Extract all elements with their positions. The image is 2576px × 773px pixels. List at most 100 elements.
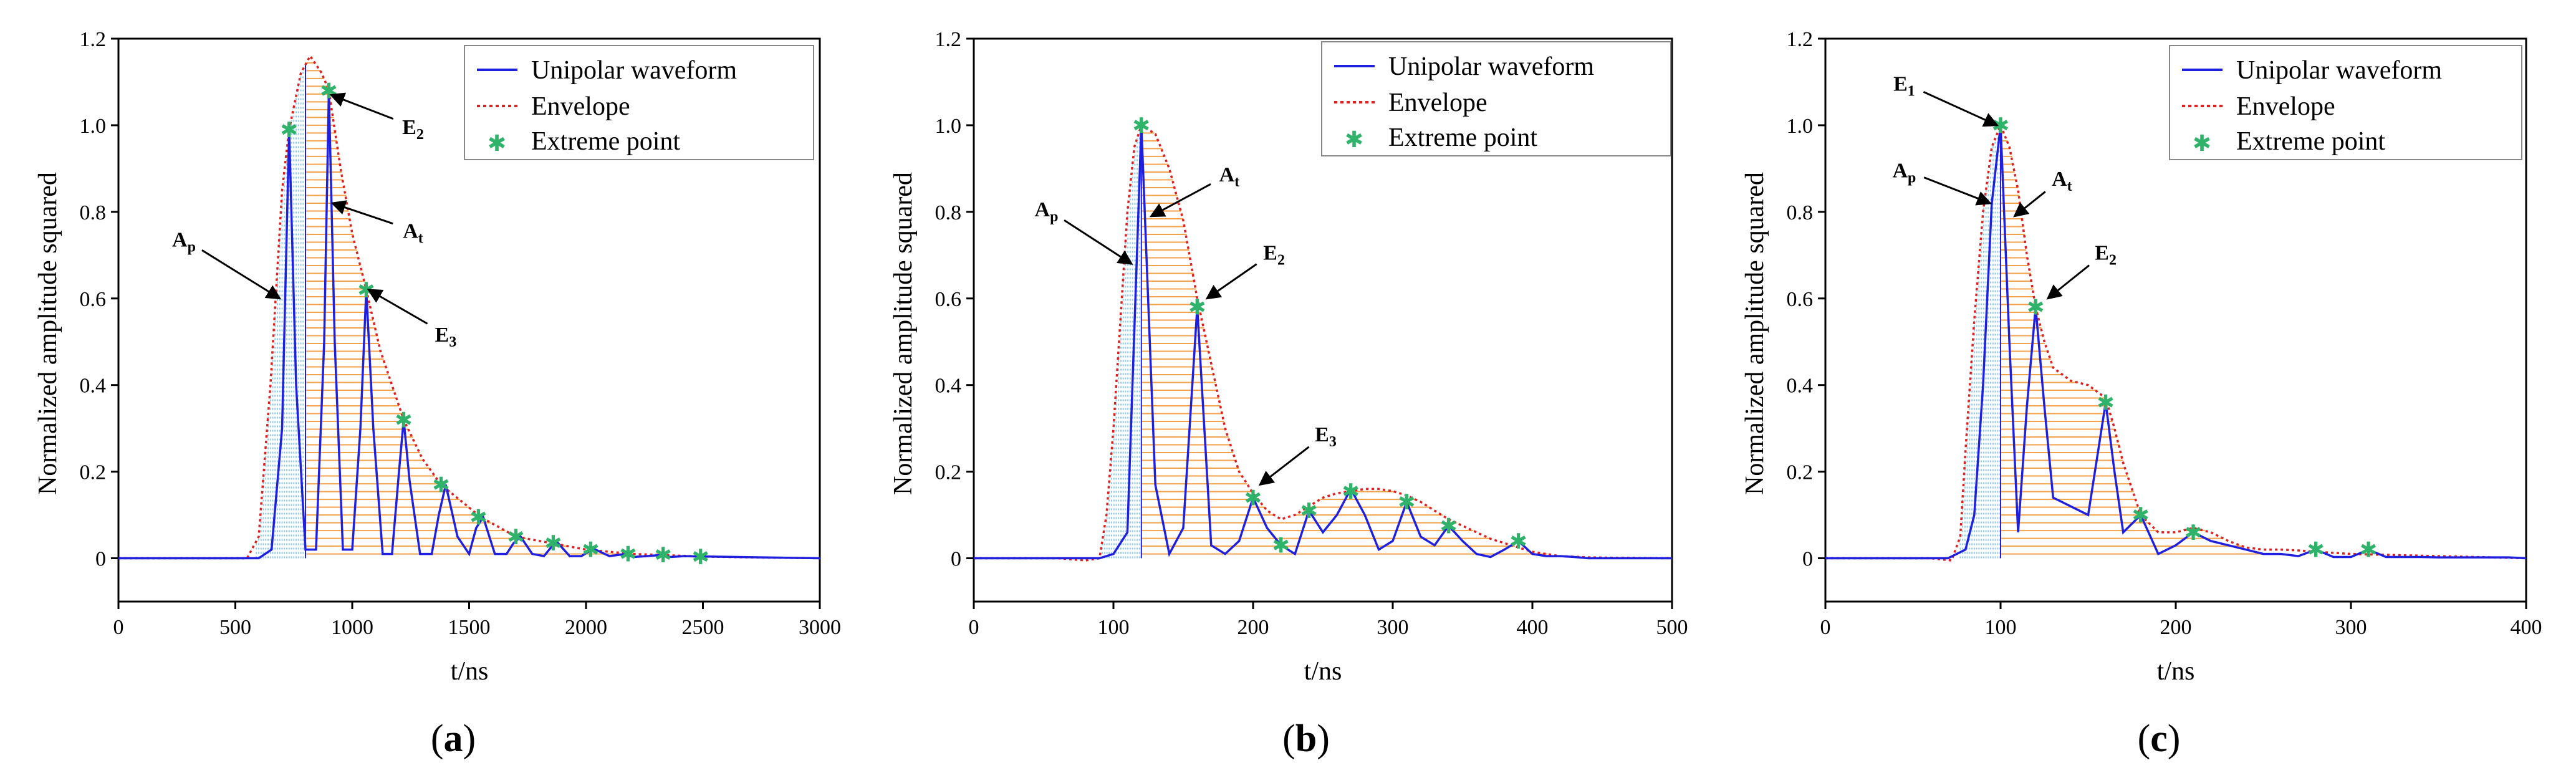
y-tick-label: 1.0 <box>1787 115 1814 138</box>
y-tick-label: 0.6 <box>935 288 962 311</box>
y-tick-label: 0 <box>95 548 106 571</box>
y-tick-label: 0 <box>1802 548 1813 571</box>
y-axis-label: Normalized amplitude squared <box>34 172 62 495</box>
extreme-point-marker: ✱ <box>469 506 488 531</box>
y-tick-label: 1.2 <box>80 28 107 51</box>
annotation-label: At <box>1219 163 1240 190</box>
extreme-point-marker: ✱ <box>2360 538 2378 563</box>
x-tick-label: 200 <box>1238 616 1269 639</box>
y-tick-label: 1.2 <box>935 28 962 51</box>
annotation-label: E2 <box>402 116 424 143</box>
annotation-arrow <box>367 289 428 325</box>
extreme-point-marker: ✱ <box>395 408 413 433</box>
x-axis-label: t/ns <box>2157 657 2195 686</box>
legend-label-extreme: Extreme point <box>1388 123 1537 152</box>
extreme-point-marker: ✱ <box>2132 503 2150 528</box>
x-tick-label: 1000 <box>331 616 373 639</box>
extreme-point-marker: ✱ <box>1300 499 1318 524</box>
annotation-label: Ap <box>1035 198 1059 225</box>
y-tick-label: 0.2 <box>1787 461 1814 484</box>
annotation-arrow <box>329 92 394 120</box>
x-tick-label: 300 <box>2335 616 2367 639</box>
extreme-point-marker: ✱ <box>2307 538 2325 563</box>
y-tick-label: 0.4 <box>935 375 962 398</box>
x-tick-label: 0 <box>113 616 124 639</box>
extreme-point-marker: ✱ <box>1133 113 1151 138</box>
chart-panel-c: Normalized amplitude squared t/ns (c) 0 0… <box>1741 28 2542 760</box>
x-tick-label: 2000 <box>565 616 607 639</box>
extreme-point-marker: ✱ <box>1342 479 1360 504</box>
y-tick-label: 0 <box>951 548 961 571</box>
series-envelope-line <box>1825 122 2527 562</box>
annotation-arrow <box>2046 264 2090 300</box>
extreme-point-marker: ✱ <box>692 545 710 570</box>
chart-panel-b: Normalized amplitude squared t/ns (b) 0 0… <box>889 28 1688 760</box>
series-waveform-line <box>1825 125 2527 560</box>
extreme-point-marker: ✱ <box>1439 514 1458 539</box>
x-tick-label: 200 <box>2160 616 2192 639</box>
x-tick-label: 500 <box>1656 616 1688 639</box>
x-tick-label: 100 <box>1098 616 1130 639</box>
extreme-point-marker: ✱ <box>281 118 299 143</box>
y-tick-label: 0.2 <box>935 461 962 484</box>
extreme-point-marker: ✱ <box>1188 295 1206 320</box>
extreme-point-marker: ✱ <box>320 79 338 103</box>
annotation-arrow <box>1258 446 1310 486</box>
annotation-label: Ap <box>172 228 196 255</box>
extreme-point-marker: ✱ <box>1992 113 2010 138</box>
annotation-label: At <box>2052 168 2072 194</box>
x-tick-label: 0 <box>1820 616 1831 639</box>
legend-swatch-extreme: ✱ <box>2193 131 2211 156</box>
legend-label-waveform: Unipolar waveform <box>1388 52 1594 81</box>
extreme-point-marker: ✱ <box>432 473 450 497</box>
annotation-label: E2 <box>2095 241 2117 268</box>
x-tick-label: 300 <box>1377 616 1409 639</box>
extreme-point-marker: ✱ <box>655 543 673 568</box>
y-tick-label: 0.8 <box>1787 201 1814 224</box>
annotation-arrow <box>1923 176 1992 206</box>
x-tick-label: 400 <box>1517 616 1549 639</box>
legend-label-envelope: Envelope <box>2236 92 2335 121</box>
legend-label-envelope: Envelope <box>1388 89 1487 117</box>
y-tick-label: 0.6 <box>80 288 107 311</box>
extreme-point-marker: ✱ <box>2027 295 2045 320</box>
y-axis-label: Normalized amplitude squared <box>889 172 918 495</box>
legend: Unipolar waveform Envelope ✱ Extreme poi… <box>464 45 814 160</box>
series-envelope-line <box>974 123 1673 562</box>
chart-panel-a: Normalized amplitude squared t/ns (a) 0 0… <box>34 28 841 760</box>
extreme-point-marker: ✱ <box>582 538 600 563</box>
annotation-arrow <box>1149 183 1211 218</box>
extreme-point-marker: ✱ <box>1244 486 1262 511</box>
x-axis-label: t/ns <box>1304 657 1342 686</box>
extreme-point-marker: ✱ <box>1272 534 1290 559</box>
y-tick-label: 0.8 <box>935 201 962 224</box>
legend: Unipolar waveform Envelope ✱ Extreme poi… <box>2169 45 2522 160</box>
legend-label-extreme: Extreme point <box>531 127 680 156</box>
y-tick-label: 1.2 <box>1787 28 1814 51</box>
extreme-point-marker: ✱ <box>544 531 562 556</box>
extreme-point-marker: ✱ <box>619 542 637 567</box>
extreme-point-marker: ✱ <box>2184 521 2203 545</box>
x-tick-label: 400 <box>2511 616 2542 639</box>
annotation-arrow <box>330 200 393 225</box>
panel-label-b: (b) <box>1282 718 1330 760</box>
y-tick-label: 0.2 <box>80 461 107 484</box>
extreme-point-marker: ✱ <box>2097 390 2115 415</box>
legend-label-envelope: Envelope <box>531 92 630 121</box>
annotation-label: E3 <box>1315 423 1337 450</box>
annotation-label: E2 <box>1263 241 1285 268</box>
plot-frame <box>973 37 1673 603</box>
annotation-label: E3 <box>435 324 457 350</box>
y-axis-label: Normalized amplitude squared <box>1741 172 1769 495</box>
x-tick-label: 0 <box>969 616 979 639</box>
y-tick-label: 0.4 <box>1787 375 1814 398</box>
series-waveform-line <box>118 90 820 560</box>
x-tick-label: 500 <box>219 616 251 639</box>
y-tick-label: 0.6 <box>1787 288 1814 311</box>
y-tick-label: 1.0 <box>935 115 962 138</box>
legend-label-waveform: Unipolar waveform <box>2236 56 2442 85</box>
panel-label-a: (a) <box>431 718 476 760</box>
annotation-arrow <box>1923 91 1999 127</box>
extreme-point-marker: ✱ <box>507 525 525 550</box>
